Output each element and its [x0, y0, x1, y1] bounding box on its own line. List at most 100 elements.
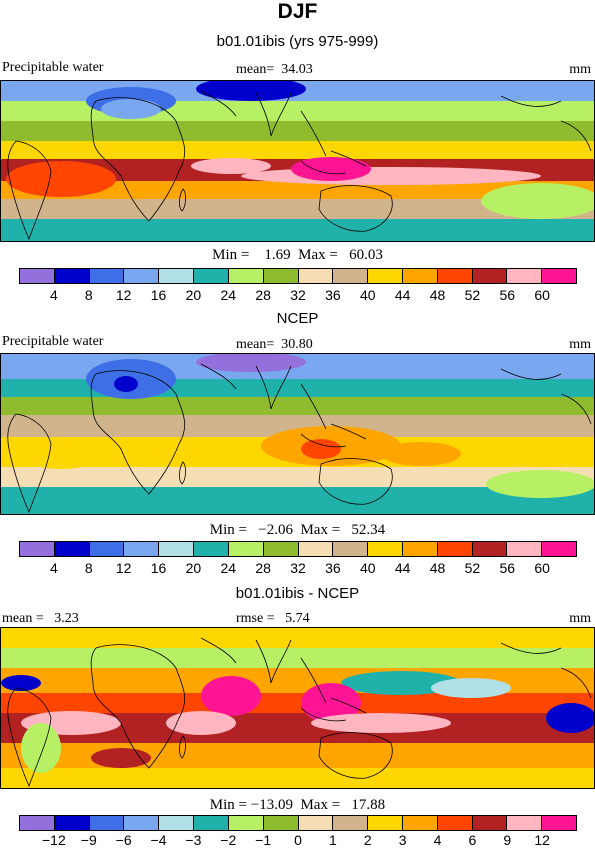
colorbar-tick-label: 16: [150, 560, 167, 576]
colorbar-swatch: [333, 542, 369, 556]
colorbar-swatch: [124, 816, 160, 830]
colorbar-swatch: [20, 542, 55, 556]
contour-region: [301, 683, 361, 723]
coastline: [90, 644, 186, 769]
colorbar: [19, 541, 577, 557]
colorbar-swatch: [333, 269, 369, 283]
colorbar-swatch: [194, 816, 229, 830]
colorbar-tick-label: 16: [150, 287, 167, 303]
colorbar-swatch: [333, 816, 369, 830]
colorbar-tick-label: 60: [534, 560, 550, 576]
colorbar-swatch: [368, 269, 403, 283]
colorbar-tick-label: 32: [290, 287, 306, 303]
colorbar-swatch: [54, 269, 90, 283]
contour-band: [1, 743, 594, 768]
colorbar-tick-label: 52: [464, 287, 481, 303]
colorbar-swatch: [228, 269, 264, 283]
colorbar-swatch: [298, 816, 334, 830]
colorbar-tick-label: 8: [84, 287, 93, 303]
colorbar-swatch: [194, 269, 229, 283]
colorbar-swatch: [402, 542, 438, 556]
colorbar-tick-label: 8: [84, 560, 93, 576]
panel-left-label: mean = 3.23: [2, 611, 79, 626]
contour-band: [1, 628, 594, 648]
colorbar-tick-label: 60: [534, 287, 550, 303]
colorbar-swatch: [368, 816, 403, 830]
panel-minmax: Min = −13.09 Max = 17.88: [209, 797, 386, 813]
contour-region: [114, 376, 138, 392]
contour-region: [486, 470, 594, 498]
colorbar-swatch: [159, 816, 195, 830]
colorbar-swatch: [159, 542, 195, 556]
panel-minmax: Min = 1.69 Max = 60.03: [212, 247, 383, 263]
map-panel-model: [0, 80, 595, 242]
contour-band: [1, 397, 594, 415]
contour-region: [241, 167, 541, 185]
panel-mean-label: mean= 34.03: [236, 62, 313, 77]
colorbar-swatch: [542, 542, 576, 556]
colorbar-tick-label: 6: [468, 832, 477, 848]
contour-band: [1, 648, 594, 668]
contour-map: [1, 81, 594, 241]
contour-region: [191, 158, 271, 174]
colorbar-tick-label: −4: [150, 832, 167, 848]
colorbar-swatch: [402, 816, 438, 830]
contour-region: [291, 157, 371, 181]
colorbar-tick-label: −12: [42, 832, 66, 848]
contour-region: [91, 748, 151, 768]
colorbar-tick-label: 36: [325, 560, 341, 576]
colorbar-swatch: [54, 542, 90, 556]
coastline: [500, 642, 592, 699]
colorbar-swatch: [472, 816, 508, 830]
contour-region: [311, 713, 451, 733]
colorbar-tick-label: 20: [185, 560, 202, 576]
contour-band: [1, 415, 594, 437]
colorbar-tick-label: −1: [255, 832, 272, 848]
panel-units-label: mm: [569, 62, 591, 77]
contour-region: [1, 675, 41, 691]
coastline: [300, 110, 367, 175]
colorbar-swatch: [89, 816, 125, 830]
colorbar-tick-label: 52: [464, 560, 481, 576]
colorbar-tick-label: 28: [255, 560, 271, 576]
colorbar-tick-label: 0: [294, 832, 302, 848]
coastline: [200, 637, 292, 684]
colorbar-swatch: [437, 542, 473, 556]
colorbar-tick-label: 24: [220, 560, 237, 576]
coastline: [7, 413, 52, 514]
colorbar-swatch: [437, 816, 473, 830]
colorbar-tick-label: 40: [359, 560, 376, 576]
coastline: [300, 383, 367, 448]
contour-region: [481, 183, 594, 219]
colorbar-tick-label: −6: [115, 832, 132, 848]
contour-map: [1, 354, 594, 514]
colorbar-tick-label: 12: [115, 287, 132, 303]
coastline: [500, 368, 592, 425]
coastline: [7, 687, 52, 788]
coastline: [7, 140, 52, 241]
colorbar-tick-label: 40: [359, 287, 376, 303]
contour-band: [1, 199, 594, 219]
coastline: [90, 97, 186, 222]
colorbar-tick-label: 9: [503, 832, 512, 848]
panel-units-label: mm: [569, 611, 591, 626]
colorbar-tick-label: 24: [220, 287, 237, 303]
colorbar-tick-label: 12: [534, 832, 550, 848]
colorbar-tick-label: 12: [115, 560, 132, 576]
contour-region: [21, 723, 61, 773]
colorbar-swatch: [159, 269, 195, 283]
contour-band: [1, 467, 594, 487]
panel-title-ncep: NCEP: [276, 310, 319, 327]
contour-region: [196, 354, 306, 372]
coastline: [300, 657, 367, 722]
colorbar-swatch: [20, 269, 55, 283]
coastline: [318, 732, 393, 779]
panel-left-label: Precipitable water: [2, 334, 104, 349]
colorbar-swatch: [124, 542, 160, 556]
main-title: DJF: [277, 0, 318, 23]
colorbar-swatch: [507, 269, 543, 283]
colorbar-tick-label: 2: [363, 832, 372, 848]
colorbar-tick-label: 1: [328, 832, 337, 848]
colorbar-tick-label: 36: [325, 287, 341, 303]
panel-title-difference: b01.01ibis - NCEP: [235, 585, 360, 602]
